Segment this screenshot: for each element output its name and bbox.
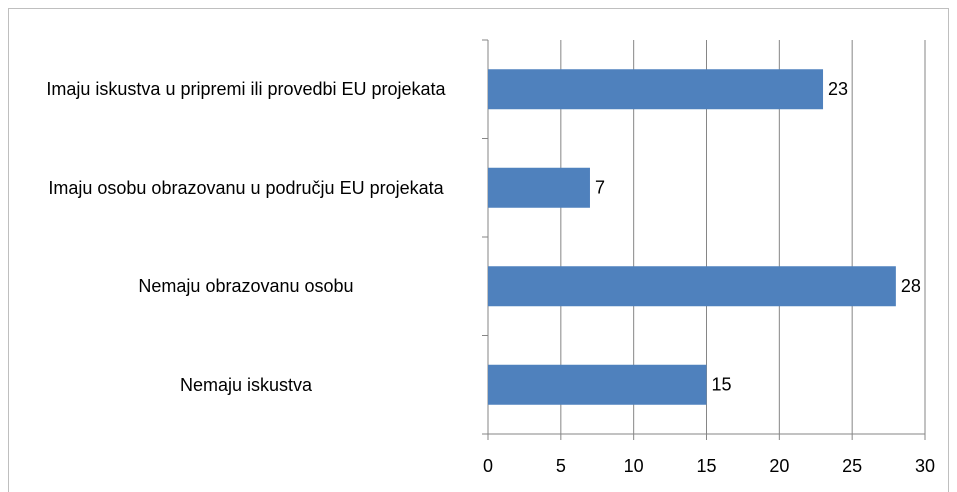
x-tick-label: 0 [483,456,493,476]
x-tick-label: 15 [696,456,716,476]
bar [488,266,896,307]
data-label: 23 [828,79,848,99]
bar [488,69,824,110]
y-tick-label: Imaju iskustva u pripremi ili provedbi E… [46,79,446,100]
data-label: 7 [595,178,605,198]
x-tick-label: 25 [842,456,862,476]
x-tick-label: 20 [769,456,789,476]
bar [488,167,590,208]
x-tick-label: 30 [915,456,935,476]
x-tick-label: 10 [624,456,644,476]
data-label: 28 [901,276,921,296]
data-label: 15 [712,375,732,395]
y-tick-label: Imaju osobu obrazovanu u području EU pro… [48,177,444,198]
x-tick-label: 5 [556,456,566,476]
y-tick-label: Nemaju obrazovanu osobu [138,276,354,297]
bar [488,364,707,405]
y-tick-label: Nemaju iskustva [179,374,313,395]
chart-border [8,8,949,492]
